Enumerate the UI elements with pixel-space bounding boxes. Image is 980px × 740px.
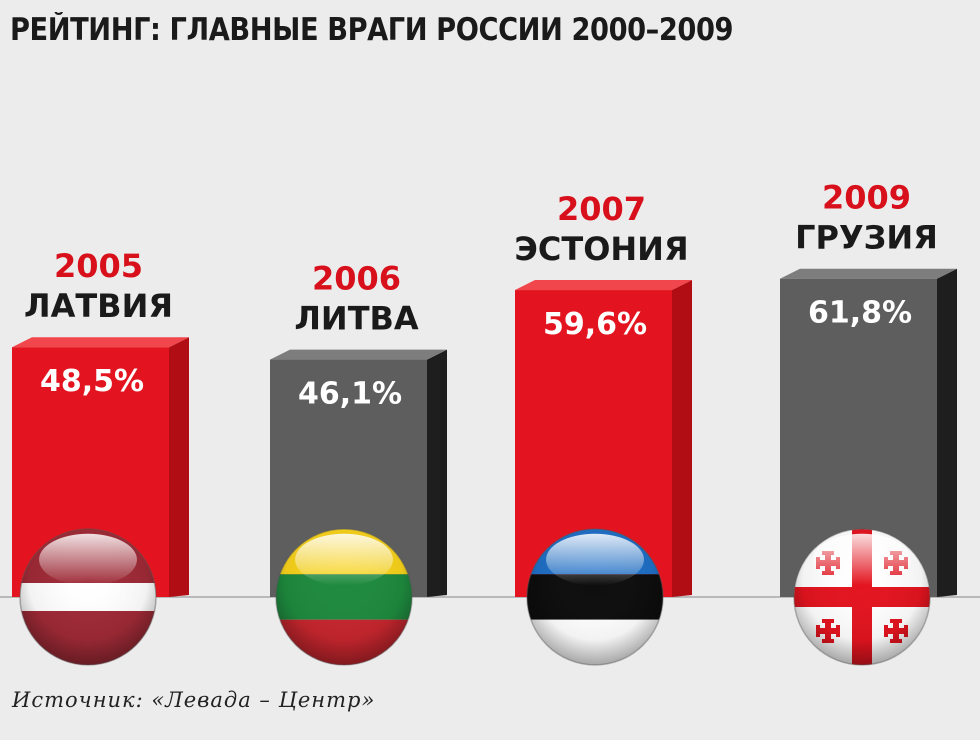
value-label: 48,5% [40,364,144,399]
georgia-flag [793,528,931,666]
bar-side [937,268,957,597]
year-label: 2006 [312,260,401,298]
year-label: 2009 [822,179,911,217]
year-label: 2005 [54,247,143,285]
bar-side [169,337,189,597]
bar-side [672,280,692,597]
estonia-flag [526,528,664,666]
bar-top [270,349,447,360]
value-label: 46,1% [298,377,402,412]
category-label: ЭСТОНИЯ [514,230,688,268]
bar-side [427,349,447,597]
chart-title: РЕЙТИНГ: ГЛАВНЫЕ ВРАГИ РОССИИ 2000–2009 [10,12,734,48]
latvia-flag [19,528,157,666]
category-label: ЛАТВИЯ [24,287,173,325]
source-note: Источник: «Левада – Центр» [12,688,376,712]
year-label: 2007 [557,190,646,228]
bar-top [12,337,189,348]
bar-top [780,268,957,279]
category-label: ЛИТВА [294,300,419,338]
value-label: 59,6% [543,307,647,342]
category-label: ГРУЗИЯ [795,219,938,257]
bar-top [515,280,692,291]
lithuania-flag [275,528,413,666]
value-label: 61,8% [808,296,912,331]
